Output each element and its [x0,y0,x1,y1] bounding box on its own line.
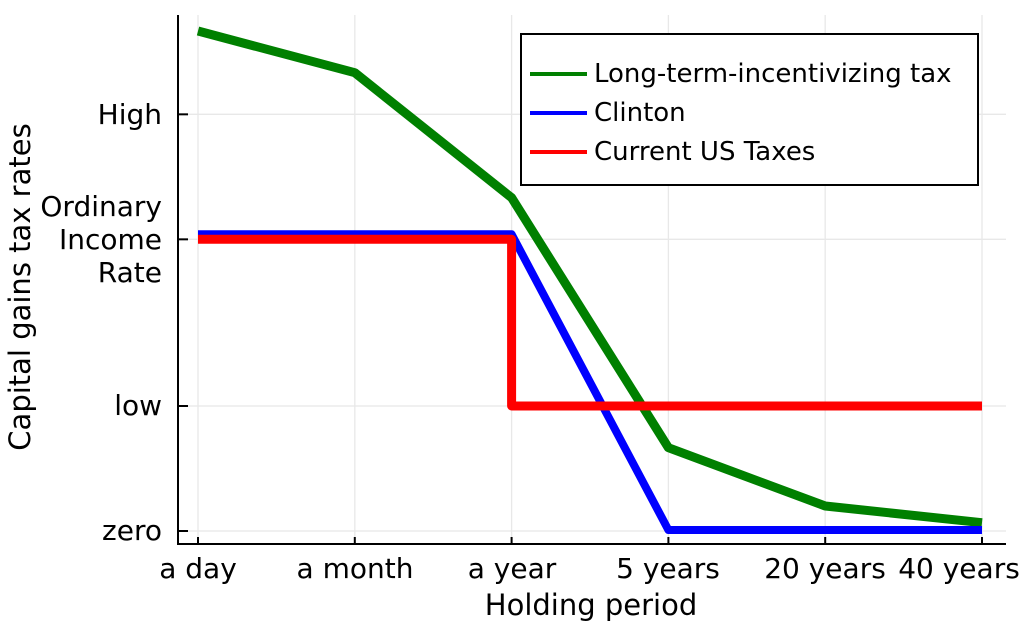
y-tick-label-line: Income [58,223,162,256]
x-tick-label-a-day: a day [159,552,237,585]
legend-item-clinton: Clinton [522,93,977,132]
series-line-long-term-incentivizing-tax [196,26,983,528]
legend-label: Clinton [594,97,686,128]
x-tick-label-40-years: 40 years [898,552,1020,585]
y-tick-label-line: Rate [97,256,162,289]
y-tick-label-zero: zero [102,514,162,547]
series-line-clinton [198,230,982,534]
y-tick-label-low: low [114,389,162,422]
legend-line-sample-blue [530,110,587,115]
legend-line-sample-green [530,71,587,76]
y-tick-label-high: High [97,98,162,131]
y-axis-title: Capital gains tax rates [3,123,37,451]
x-tick-label-a-year: a year [467,552,557,585]
legend-item-long-term-incentivizing-tax: Long-term-incentivizing tax [522,54,977,93]
x-axis-title: Holding period [484,588,698,621]
legend-line-sample-red [530,149,587,154]
legend-label: Long-term-incentivizing tax [594,58,952,89]
y-tick-label-line: Ordinary [40,190,162,223]
x-tick-label-5-years: 5 years [616,552,720,585]
legend-box: Long-term-incentivizing tax Clinton Curr… [520,33,979,186]
x-tick-label-a-month: a month [296,552,414,585]
y-tick-label-ordinary-income-rate: Ordinary Income Rate [40,190,162,289]
legend-item-current-us-taxes: Current US Taxes [522,132,977,171]
x-tick-label-20-years: 20 years [764,552,886,585]
legend-label: Current US Taxes [594,136,816,167]
series-line-current-us-taxes [198,234,982,411]
